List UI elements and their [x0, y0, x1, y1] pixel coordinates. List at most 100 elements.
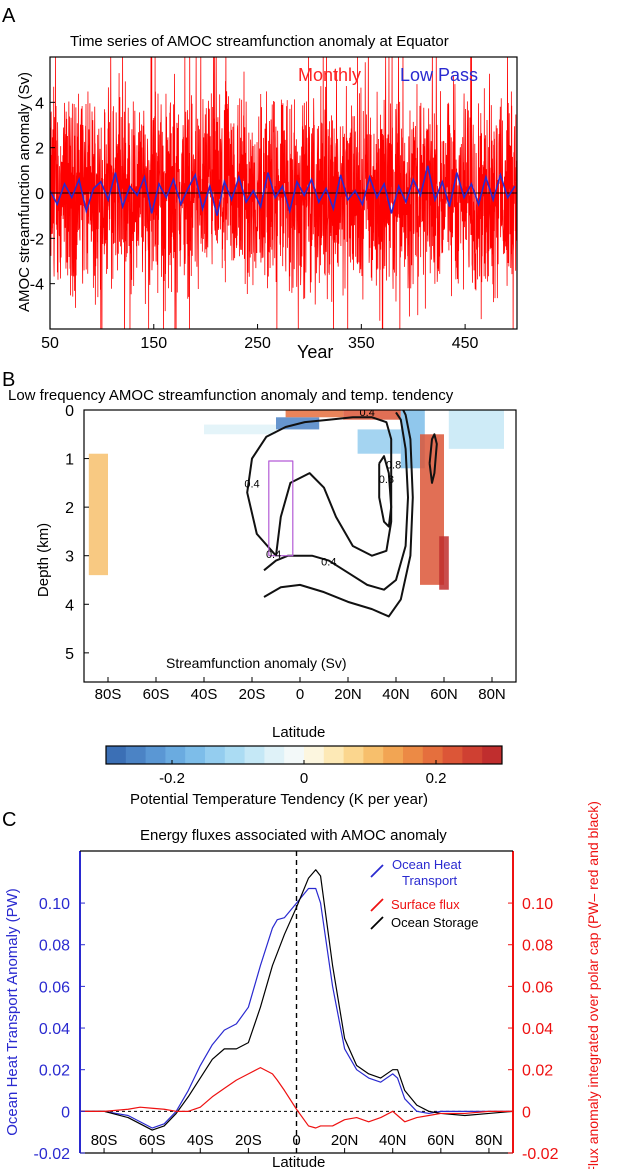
contour-label: 0.8 [386, 459, 401, 471]
series-line [80, 1067, 513, 1129]
colorbar-swatch [224, 746, 246, 764]
x-tick-label: 60S [143, 686, 170, 703]
x-tick-label: 60S [139, 1132, 166, 1149]
x-tick-label: 80S [95, 686, 122, 703]
legend-label: Transport [402, 873, 458, 888]
colorbar-swatch [205, 746, 226, 764]
x-tick-label: 20N [331, 1132, 359, 1149]
x-tick-label: 60N [430, 686, 458, 703]
colorbar-swatch [383, 746, 404, 764]
x-tick-label: 60N [427, 1132, 455, 1149]
panel-a: A Time series of AMOC streamfunction ano… [2, 5, 518, 362]
streamfunction-annotation: Streamfunction anomaly (Sv) [166, 655, 347, 671]
x-tick-label: 250 [244, 335, 271, 352]
streamfunction-contour [263, 410, 414, 618]
contour-labels: 0.4 0.4 0.4 0.4 0.8 0.8 [244, 410, 401, 568]
legend-swatch [370, 864, 384, 878]
tendency-patch [448, 410, 504, 449]
panel-c-ylabel-right-text: Energy Flux anomaly integrated over pola… [585, 801, 601, 1169]
panel-a-plot-area [50, 57, 517, 329]
energy-flux-lines [80, 851, 513, 1153]
x-tick-label: 80N [478, 686, 506, 703]
panel-c-plot-area [80, 851, 513, 1153]
contour-label: 0.4 [244, 479, 259, 491]
panel-c-ylabel-right: Energy Flux anomaly integrated over pola… [585, 801, 601, 1169]
tendency-patch [343, 410, 401, 420]
panel-c-xlabel: Latitude [272, 1154, 325, 1169]
panel-c-letter: C [2, 809, 16, 831]
y-tick-label: -0.02 [34, 1146, 71, 1163]
panel-b-xlabel: Latitude [272, 724, 325, 741]
colorbar-tick-label: 0.2 [426, 770, 447, 787]
x-tick-label: 450 [452, 335, 479, 352]
colorbar-swatch [106, 746, 127, 764]
panel-b-letter: B [2, 369, 15, 391]
panel-c: C Energy fluxes associated with AMOC ano… [2, 801, 601, 1169]
panel-b-ylabel: Depth (km) [35, 523, 52, 597]
panel-c-axis-ticks: 80S 60S 40S 20S 0 20N 40N 60N 80N 0.10 0.08 0.06 0.0… [34, 896, 559, 1163]
tendency-patch [88, 453, 108, 576]
low-pass-series [50, 165, 516, 216]
x-tick-label: 150 [140, 335, 167, 352]
contour-label: 0.4 [266, 549, 281, 561]
panel-a-xlabel: Year [297, 342, 333, 362]
y-tick-label: 0 [65, 403, 74, 420]
y-tick-label: 0.04 [39, 1021, 70, 1038]
tendency-patch [439, 536, 449, 590]
panel-b: B Low frequency AMOC streamfunction anom… [2, 369, 517, 808]
panel-a-ylabel: AMOC streamfunction anomaly (Sv) [16, 72, 33, 312]
panel-a-axis-ticks: 50 150 250 350 450 4 2 0 -2 -4 [30, 95, 479, 352]
y-tick-label: 0.02 [39, 1063, 70, 1080]
colorbar-swatch [422, 746, 444, 764]
series-line [80, 869, 513, 1131]
colorbar-swatch [323, 746, 345, 764]
colorbar-swatch [284, 746, 305, 764]
legend-swatch [370, 898, 384, 912]
y-tick-label-right: 0.06 [522, 979, 553, 996]
tendency-patch [357, 429, 401, 454]
x-tick-label: 50 [41, 335, 59, 352]
x-tick-label: 350 [348, 335, 375, 352]
x-tick-label: 40S [191, 686, 218, 703]
y-tick-label: 5 [65, 646, 74, 663]
panel-a-title: Time series of AMOC streamfunction anoma… [70, 33, 449, 50]
y-tick-label: 2 [35, 141, 44, 158]
series-line [80, 887, 513, 1129]
streamfunction-contours [246, 410, 438, 618]
colorbar-swatch [244, 746, 265, 764]
panel-b-title: Low frequency AMOC streamfunction anomal… [8, 387, 454, 404]
colorbar-swatch [264, 746, 285, 764]
x-tick-label: 40N [382, 686, 410, 703]
x-tick-label: 20S [235, 1132, 262, 1149]
y-tick-label: 4 [65, 597, 74, 614]
x-tick-label: 20N [334, 686, 362, 703]
x-tick-label: 40N [379, 1132, 407, 1149]
y-tick-label: 2 [65, 500, 74, 517]
colorbar-swatch [363, 746, 384, 764]
y-tick-label-right: -0.02 [522, 1146, 559, 1163]
panel-b-frame [83, 409, 517, 683]
colorbar-swatch [442, 746, 463, 764]
legend-label: Ocean Heat [392, 857, 462, 872]
y-tick-label: 0 [61, 1104, 70, 1121]
colorbar-tick-label: 0 [300, 770, 308, 787]
colorbar-label: Potential Temperature Tendency (K per ye… [130, 791, 428, 808]
y-tick-label: -4 [30, 277, 44, 294]
streamfunction-contour [246, 416, 393, 557]
x-tick-label: 0 [292, 1132, 300, 1149]
y-tick-label: 3 [65, 549, 74, 566]
x-tick-label: 80N [475, 1132, 503, 1149]
colorbar-swatch [482, 746, 503, 764]
legend-low-pass: Low Pass [400, 65, 478, 85]
contour-label: 0.8 [379, 474, 394, 486]
contour-label: 0.4 [321, 556, 336, 568]
legend-monthly: Monthly [298, 65, 361, 85]
y-tick-label: 0.06 [39, 979, 70, 996]
x-tick-label: 0 [296, 686, 304, 703]
colorbar-swatch [462, 746, 483, 764]
y-tick-label-right: 0.10 [522, 896, 553, 913]
legend-label: Ocean Storage [391, 915, 478, 930]
x-tick-label: 20S [239, 686, 266, 703]
